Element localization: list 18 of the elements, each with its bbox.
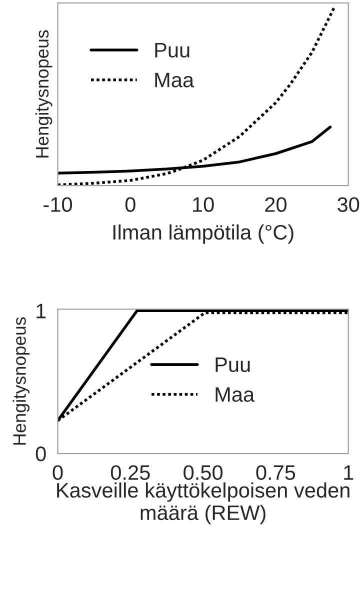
y-axis-title: Hengitysnopeus: [12, 317, 30, 445]
x-tick-label: 1: [344, 465, 354, 480]
legend-label: Maa: [216, 387, 255, 402]
x-tick-label: 0.75: [256, 465, 296, 480]
x-axis-title: Ilman lämpötila (°C): [113, 224, 294, 244]
x-tick-label: 0: [52, 465, 63, 480]
x-tick-label: 30: [338, 197, 360, 212]
legend-label: Puu: [155, 42, 190, 58]
legend-label: Maa: [155, 72, 194, 88]
y-axis-title: Hengitysnopeus: [35, 30, 52, 158]
x-axis-title: Kasveille käyttökelpoisen veden määrä (REW): [57, 482, 350, 524]
legend-label: Puu: [216, 358, 250, 372]
x-tick-label: 0.25: [110, 465, 150, 480]
x-tick-label: 20: [265, 197, 286, 212]
x-tick-label: 10: [193, 197, 214, 212]
x-tick-label: 0: [125, 197, 136, 212]
x-tick-label: -10: [44, 197, 72, 212]
x-tick-label: 0.50: [184, 465, 223, 480]
